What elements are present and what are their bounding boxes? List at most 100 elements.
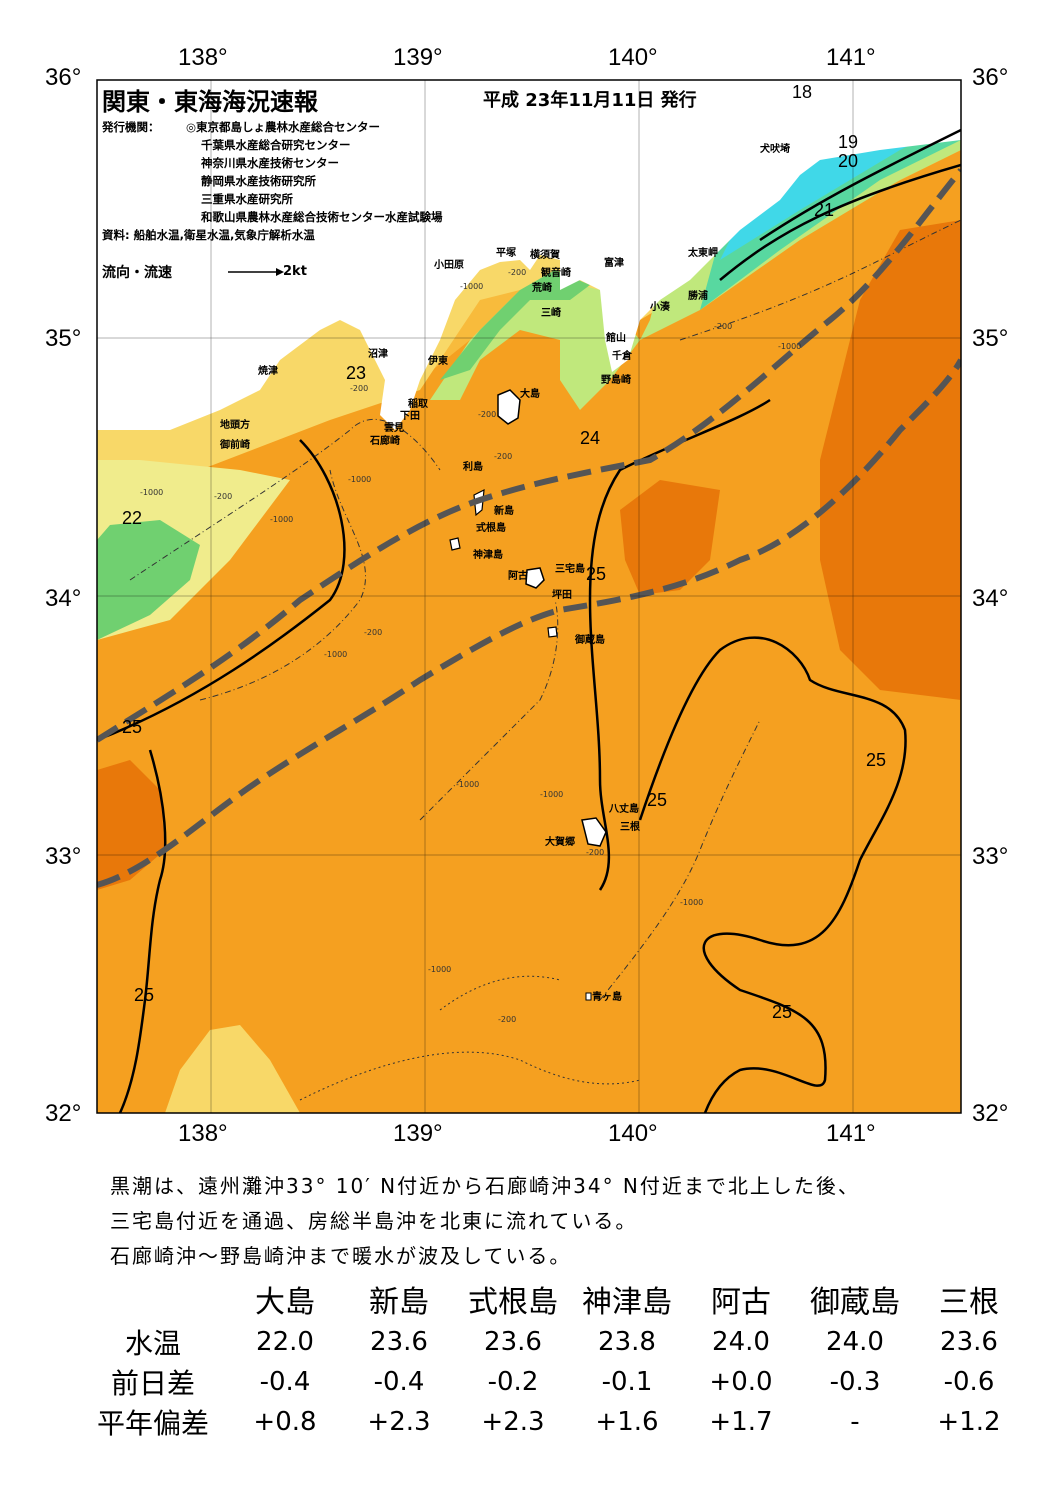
depth-contour <box>679 219 961 341</box>
place-label: 野島崎 <box>601 375 631 386</box>
table-cell: +1.6 <box>595 1407 659 1437</box>
place-label: 御前崎 <box>220 440 250 451</box>
aogashima-island <box>585 992 592 1001</box>
station-header: 新島 <box>369 1285 429 1320</box>
isotherm-label: 18 <box>792 82 813 102</box>
depth-label: -200 <box>494 452 513 461</box>
legend-speed: 2kt <box>283 264 307 279</box>
lon-label-top: 138° <box>178 44 228 71</box>
isotherm-label: 22 <box>122 508 143 528</box>
lat-label-left: 34° <box>45 585 82 612</box>
water-band-south <box>165 1025 300 1113</box>
publisher-item: 静岡県水産技術研究所 <box>201 174 316 188</box>
miyakejima-island <box>525 567 545 589</box>
table-cell: +2.3 <box>481 1407 545 1437</box>
station-header: 三根 <box>939 1285 999 1320</box>
table-cell: -0.4 <box>259 1367 311 1397</box>
publisher-item: 千葉県水産総合研究センター <box>201 138 351 152</box>
table-corner <box>78 1276 228 1322</box>
depth-label: -1000 <box>428 965 452 974</box>
isotherm-label: 25 <box>122 717 143 737</box>
isotherm-label: 25 <box>866 750 887 770</box>
depth-label: -200 <box>714 322 733 331</box>
place-label: 神津島 <box>473 550 503 561</box>
isotherm-label: 25 <box>586 564 607 584</box>
station-header: 神津島 <box>582 1285 672 1320</box>
table-cell: -0.4 <box>373 1367 425 1397</box>
note-line: 黒潮は、遠州灘沖33° 10′ N付近から石廊崎沖34° N付近まで北上した後、 <box>110 1174 860 1198</box>
station-header: 阿古 <box>711 1285 771 1320</box>
isotherm-label: 20 <box>838 151 859 171</box>
row-label: 平年偏差 <box>96 1407 209 1440</box>
lat-label-right: 33° <box>972 843 1009 870</box>
lon-label-top: 139° <box>393 44 443 71</box>
place-label: 御蔵島 <box>575 635 605 646</box>
lon-label-bottom: 139° <box>393 1120 443 1147</box>
table-header-row: 大島 新島 式根島 神津島 阿古 御蔵島 三根 <box>78 1276 1026 1322</box>
isotherm-label: 24 <box>580 428 601 448</box>
publisher-label: 発行機関： <box>102 120 160 134</box>
sagami-band <box>430 280 640 410</box>
depth-label: -1000 <box>270 515 294 524</box>
table-cell: 24.0 <box>712 1327 770 1357</box>
place-label: 三崎 <box>541 308 561 319</box>
table-cell: 22.0 <box>256 1327 314 1357</box>
depth-label: -200 <box>214 492 233 501</box>
observation-table: 大島 新島 式根島 神津島 阿古 御蔵島 三根 水温 22.0 23.6 23.… <box>78 1276 1026 1442</box>
isotherm-label: 23 <box>346 363 367 383</box>
place-label: 焼津 <box>258 366 278 377</box>
lat-label-left: 33° <box>45 843 82 870</box>
place-label: 荒崎 <box>532 283 552 294</box>
depth-contour <box>599 719 761 1001</box>
land <box>97 80 961 430</box>
station-header: 御蔵島 <box>810 1285 900 1320</box>
place-label: 稲取 <box>408 399 428 410</box>
place-label: 千倉 <box>612 351 632 362</box>
isotherm-line-25 <box>638 636 907 1113</box>
lat-label-left: 35° <box>45 325 82 352</box>
table-cell: +0.8 <box>253 1407 317 1437</box>
cold-pocket-west <box>97 520 200 640</box>
place-label: 観音崎 <box>541 268 571 279</box>
table-cell: +1.7 <box>709 1407 773 1437</box>
lat-label-right: 34° <box>972 585 1009 612</box>
place-label: 富津 <box>604 258 624 269</box>
lon-label-bottom: 138° <box>178 1120 228 1147</box>
place-label: 太東岬 <box>688 248 718 259</box>
lat-lon-grid <box>97 80 961 1113</box>
sea-temperature-map <box>96 79 962 1114</box>
legend-label: 流向・流速 <box>102 265 172 281</box>
table-cell: -0.1 <box>601 1367 653 1397</box>
depth-contour <box>299 1051 641 1101</box>
table-cell: +1.2 <box>937 1407 1001 1437</box>
row-label: 水温 <box>124 1327 181 1360</box>
place-label: 三根 <box>620 822 640 833</box>
station-header: 大島 <box>255 1285 315 1320</box>
depth-label: -1000 <box>324 650 348 659</box>
table-cell: +0.0 <box>709 1367 773 1397</box>
table-cell: 23.6 <box>484 1327 542 1357</box>
place-label: 三宅島 <box>555 564 585 575</box>
warm-core-east <box>820 220 961 700</box>
warm-core-southwest <box>97 760 165 890</box>
table-row: 水温 22.0 23.6 23.6 23.8 24.0 24.0 23.6 <box>78 1322 1026 1362</box>
place-label: 犬吠埼 <box>760 144 790 155</box>
table-cell: -0.3 <box>829 1367 881 1397</box>
data-source: 資料: 船舶水温,衛星水温,気象庁解析水温 <box>102 228 315 242</box>
place-label: 石廊崎 <box>370 436 400 447</box>
place-label: 新島 <box>494 506 514 517</box>
depth-label: -200 <box>350 384 369 393</box>
depth-label: -200 <box>508 268 527 277</box>
place-label: 下田 <box>400 411 420 422</box>
sagami-cold <box>440 270 590 380</box>
isotherm-line <box>719 163 961 281</box>
place-label: 勝浦 <box>688 291 708 302</box>
lon-label-top: 140° <box>608 44 658 71</box>
table-cell: 23.6 <box>370 1327 428 1357</box>
depth-label: -1000 <box>460 282 484 291</box>
place-label: 式根島 <box>476 523 506 534</box>
place-label: 阿古 <box>508 571 528 582</box>
place-label: 小湊 <box>650 302 670 313</box>
place-label: 館山 <box>606 333 626 344</box>
isotherm-label: 25 <box>134 985 155 1005</box>
